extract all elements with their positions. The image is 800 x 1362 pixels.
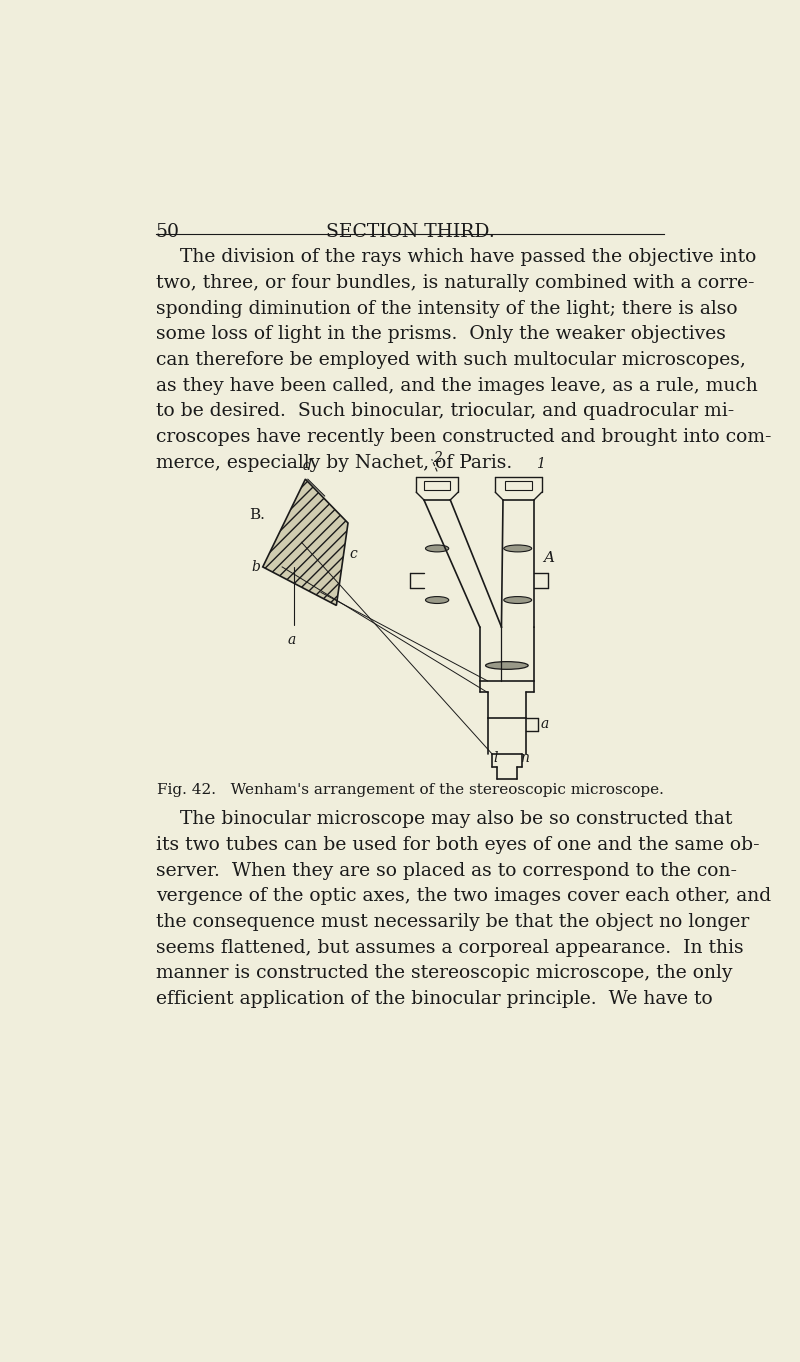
Text: Fig. 42.   Wenham's arrangement of the stereoscopic microscope.: Fig. 42. Wenham's arrangement of the ste… (157, 783, 663, 797)
Text: SECTION THIRD.: SECTION THIRD. (326, 223, 494, 241)
Text: n: n (520, 750, 529, 765)
Text: a: a (540, 716, 549, 731)
Text: B.: B. (249, 508, 265, 523)
Ellipse shape (504, 597, 532, 603)
Text: 1: 1 (535, 458, 545, 471)
Bar (505, 481, 533, 490)
Bar (424, 481, 450, 490)
Text: d: d (303, 459, 312, 473)
Text: b: b (251, 560, 260, 573)
Text: A: A (543, 550, 554, 565)
Text: l: l (494, 750, 498, 765)
Text: c: c (350, 546, 358, 561)
Text: The division of the rays which have passed the objective into
two, three, or fou: The division of the rays which have pass… (156, 248, 771, 471)
Text: 50: 50 (156, 223, 180, 241)
Text: a: a (287, 633, 296, 647)
Text: 2: 2 (434, 451, 442, 466)
Polygon shape (262, 479, 348, 606)
Ellipse shape (486, 662, 528, 669)
Ellipse shape (504, 545, 532, 552)
Ellipse shape (426, 545, 449, 552)
Text: The binocular microscope may also be so constructed that
its two tubes can be us: The binocular microscope may also be so … (156, 810, 771, 1008)
Ellipse shape (426, 597, 449, 603)
